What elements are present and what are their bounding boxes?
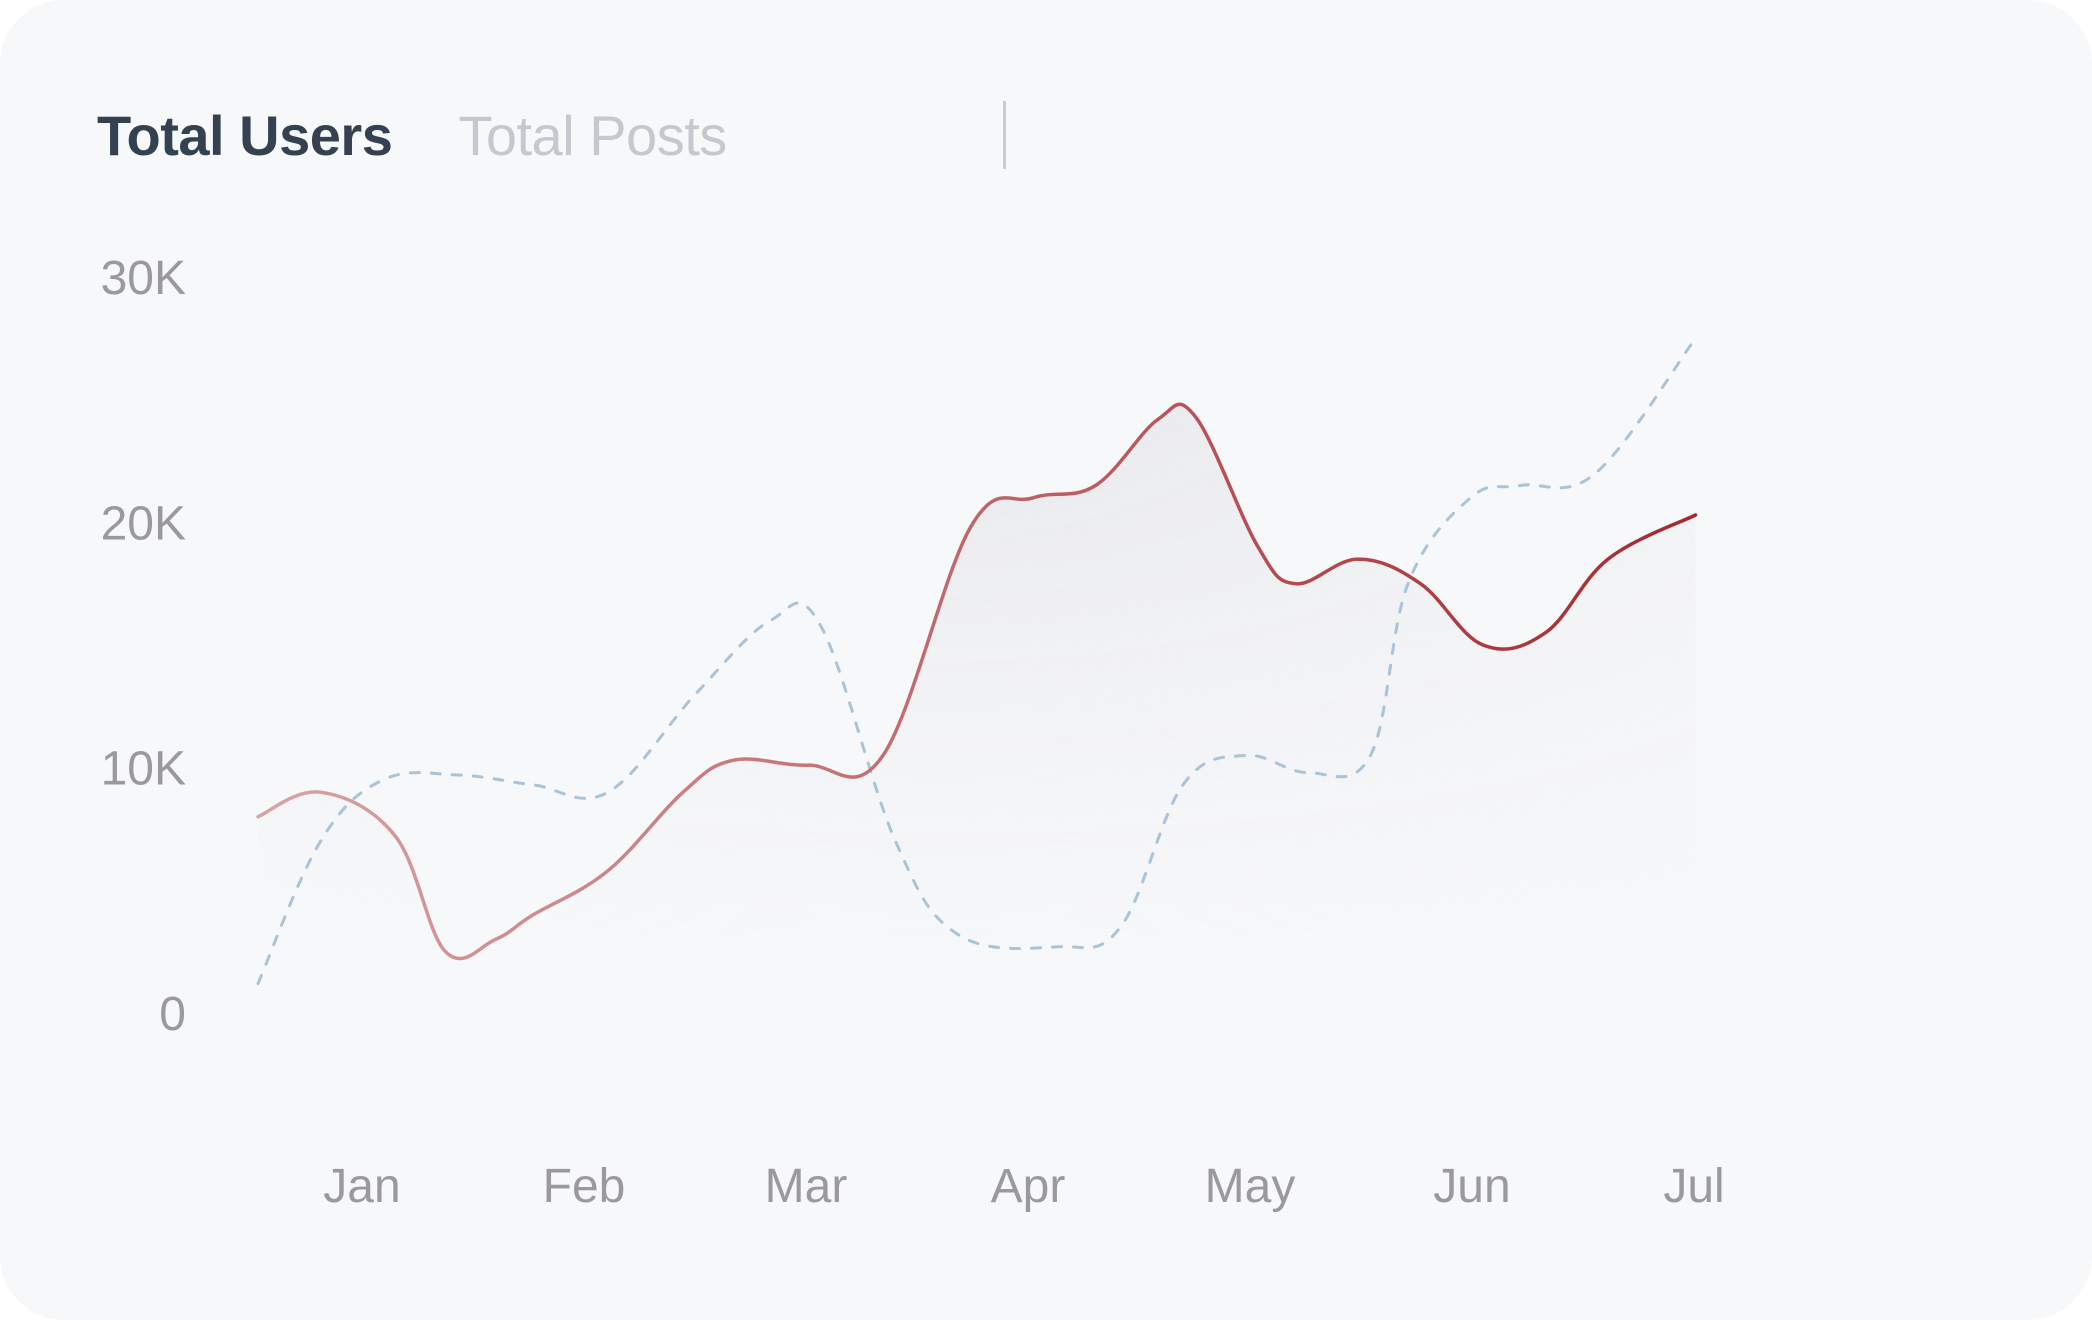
x-tick-label: Jul xyxy=(1663,1160,1724,1213)
x-tick-label: Apr xyxy=(991,1160,1066,1213)
tab-total-posts[interactable]: Total Posts xyxy=(458,104,727,167)
y-tick-label: 30K xyxy=(101,252,186,305)
x-axis: Jan Feb Mar Apr May Jun Jul xyxy=(323,1160,1724,1213)
tab-total-users[interactable]: Total Users xyxy=(97,104,393,167)
chart-tabs: Total Users Total Posts xyxy=(97,96,727,176)
posts-series-line xyxy=(256,336,1697,986)
x-tick-label: Jan xyxy=(323,1160,400,1213)
y-tick-label: 0 xyxy=(159,988,186,1041)
users-series-line xyxy=(256,402,1698,961)
users-area-fill xyxy=(258,404,1696,984)
x-tick-label: Mar xyxy=(765,1160,848,1213)
tab-divider xyxy=(1003,101,1006,169)
series-layer xyxy=(256,336,1698,986)
y-axis: 0 10K 20K 30K xyxy=(101,252,186,1041)
y-tick-label: 10K xyxy=(101,743,186,796)
x-tick-label: Jun xyxy=(1433,1160,1510,1213)
x-tick-label: Feb xyxy=(543,1160,626,1213)
y-tick-label: 20K xyxy=(101,497,186,550)
users-area xyxy=(258,404,1696,984)
x-tick-label: May xyxy=(1205,1160,1296,1213)
